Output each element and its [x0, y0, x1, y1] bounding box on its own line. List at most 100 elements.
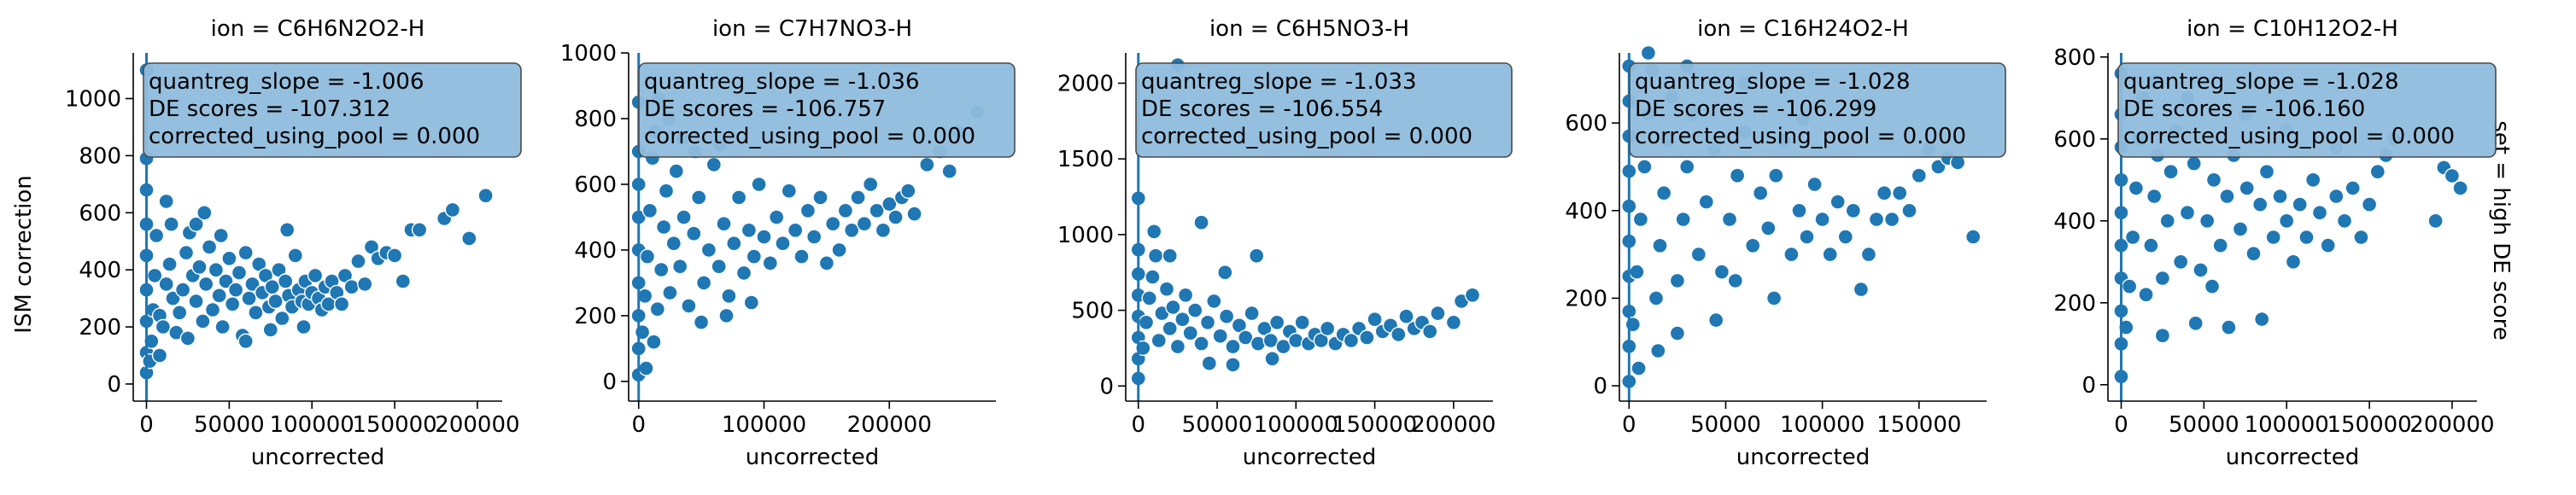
scatter-point	[244, 276, 261, 293]
scatter-point	[2292, 196, 2308, 213]
scatter-point	[2239, 180, 2255, 196]
annotation-box	[1135, 62, 1513, 158]
scatter-point	[1217, 265, 1233, 281]
scatter-point	[1760, 220, 1777, 236]
scatter-point	[856, 216, 873, 232]
scatter-point	[718, 307, 735, 324]
scatter-point	[151, 347, 168, 364]
x-tick-label: 0	[631, 412, 646, 438]
y-axis-label: ISM correction	[11, 175, 37, 334]
scatter-point	[2138, 287, 2154, 303]
scatter-point	[1186, 302, 1203, 318]
scatter-point	[655, 218, 672, 236]
scatter-point	[2212, 237, 2228, 253]
y-tick-label: 200	[1565, 286, 1607, 312]
scatter-point	[756, 229, 772, 245]
facet-panel: ion = C16H24O2-H 0 200 400 600 0 50000 100000 15…	[1565, 16, 2006, 470]
y-tick-label: 400	[1565, 199, 1607, 224]
scatter-point	[227, 282, 244, 298]
scatter-point	[837, 202, 854, 219]
scatter-point	[721, 288, 737, 304]
scatter-point	[163, 216, 179, 232]
x-tick-label: 100000	[722, 412, 806, 438]
y-tick-label: 0	[1099, 374, 1114, 399]
panel-title: ion = C7H7NO3-H	[712, 16, 912, 42]
scatter-point	[179, 330, 196, 346]
scatter-point	[174, 282, 191, 298]
scatter-point	[806, 229, 823, 245]
y-tick-label: 800	[574, 107, 617, 132]
scatter-point	[695, 275, 712, 291]
scatter-point	[2163, 163, 2179, 180]
scatter-point	[1165, 299, 1181, 316]
scatter-point	[241, 290, 257, 306]
scatter-point	[251, 256, 267, 272]
scatter-point	[1752, 184, 1769, 201]
scatter-point	[1390, 326, 1407, 343]
scatter-point	[2328, 188, 2345, 205]
scatter-point	[863, 176, 879, 193]
scatter-point	[735, 265, 752, 282]
scatter-points	[138, 61, 494, 381]
scatter-point	[1238, 329, 1254, 346]
scatter-point	[1868, 211, 1885, 228]
y-tick-label: 600	[79, 201, 121, 226]
panel-title: ion = C6H5NO3-H	[1209, 16, 1409, 42]
scatter-point	[741, 222, 758, 238]
scatter-point	[188, 293, 204, 310]
scatter-point	[171, 305, 188, 321]
facet-panel: ion = C10H12O2-H 0 200 400 600 800 0 50000 10000…	[2053, 16, 2497, 470]
scatter-point	[653, 261, 670, 278]
scatter-point	[2198, 213, 2216, 229]
scatter-point	[2345, 180, 2361, 196]
scatter-point	[2143, 237, 2159, 253]
scatter-point	[850, 189, 866, 206]
scatter-point	[155, 318, 172, 335]
scatter-point	[1141, 290, 1157, 306]
scatter-point	[634, 324, 651, 341]
scatter-point	[665, 236, 682, 252]
scatter-point	[711, 259, 727, 275]
scatter-point	[1421, 323, 1438, 340]
scatter-point	[1264, 351, 1280, 367]
scatter-point	[411, 222, 428, 238]
scatter-point	[1343, 332, 1360, 349]
scatter-point	[2452, 180, 2468, 196]
x-tick-label: 150000	[2327, 412, 2411, 438]
scatter-point	[1275, 338, 1291, 355]
y-tick-label: 400	[2053, 209, 2096, 235]
annotation-line: DE scores = -106.554	[1141, 96, 1383, 122]
annotation-line: quantreg_slope = -1.028	[2123, 69, 2399, 95]
annotation-line: corrected_using_pool = 0.000	[149, 124, 480, 149]
x-axis-label: uncorrected	[746, 445, 880, 470]
scatter-point	[1193, 335, 1209, 352]
scatter-point	[307, 267, 324, 284]
scatter-point	[2272, 188, 2288, 205]
scatter-point	[1319, 320, 1336, 337]
scatter-point	[1201, 355, 1218, 371]
y-tick-label: 0	[1593, 374, 1607, 399]
scatter-point	[2298, 229, 2315, 246]
scatter-point	[668, 163, 684, 179]
scatter-point	[662, 284, 678, 301]
x-tick-label: 100000	[2245, 412, 2329, 438]
y-tick-label: 1000	[560, 41, 617, 67]
x-axis-label: uncorrected	[1736, 445, 1871, 470]
scatter-point	[148, 227, 165, 244]
scatter-point	[287, 248, 303, 264]
y-tick-label: 600	[2053, 127, 2096, 153]
scatter-point	[2193, 262, 2209, 278]
scatter-point	[1169, 338, 1186, 355]
scatter-point	[1901, 202, 1917, 219]
scatter-point	[1648, 290, 1665, 306]
scatter-point	[1632, 211, 1649, 228]
scatter-point	[213, 227, 229, 244]
y-tick-label: 200	[574, 304, 617, 329]
scatter-point	[1891, 184, 1908, 201]
scatter-point	[2353, 229, 2369, 246]
scatter-point	[1698, 194, 1715, 210]
y-tick-label: 2000	[1057, 71, 1114, 96]
scatter-point	[1765, 290, 1783, 306]
